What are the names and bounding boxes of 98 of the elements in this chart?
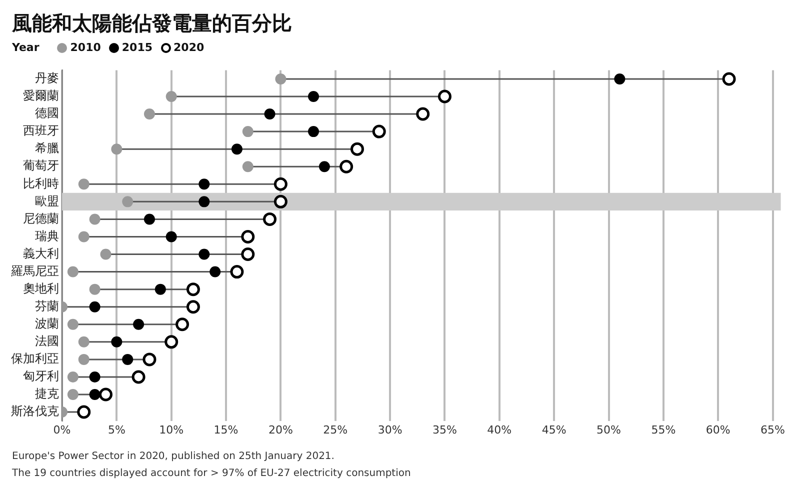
legend-label: 2010 (70, 41, 101, 54)
point (372, 124, 386, 138)
y-tick-label: 尼德蘭 (23, 211, 59, 226)
point (67, 371, 78, 382)
y-tick-label: 匈牙利 (23, 369, 59, 384)
point (89, 214, 100, 225)
point (78, 354, 90, 365)
point (142, 352, 156, 366)
point (242, 161, 254, 172)
point (78, 231, 90, 242)
point (198, 196, 210, 208)
point (67, 266, 78, 278)
legend-label: 2015 (122, 41, 153, 54)
point (122, 196, 134, 208)
y-tick-label: 法國 (35, 334, 59, 348)
x-tick-label: 65% (760, 423, 785, 436)
x-tick-label: 60% (706, 423, 730, 436)
y-tick-label: 希臘 (35, 141, 59, 156)
text: Europe's Power Sector in 2020, published on 25th January 2021. (12, 450, 336, 464)
point (67, 318, 78, 330)
x-tick-label: 20% (268, 423, 293, 436)
point (78, 178, 90, 190)
point (231, 144, 242, 155)
point (186, 282, 200, 296)
point (164, 335, 178, 349)
y-tick-label: 捷克 (35, 386, 59, 401)
point (100, 248, 112, 260)
point (176, 318, 190, 332)
point (89, 389, 100, 400)
point (89, 301, 100, 312)
point (275, 73, 286, 84)
point (132, 370, 146, 384)
x-tick-label: 35% (432, 423, 457, 436)
point (166, 231, 177, 242)
point (77, 405, 91, 419)
point (78, 336, 90, 348)
point (89, 371, 100, 382)
point (242, 126, 254, 138)
y-tick-label: 德國 (35, 106, 59, 120)
point (198, 248, 210, 260)
point (210, 266, 221, 278)
y-tick-label: 西班牙 (23, 124, 59, 138)
point (166, 90, 177, 102)
x-tick-label: 0% (53, 423, 71, 436)
point (264, 108, 276, 120)
y-tick-label: 芬蘭 (35, 298, 59, 313)
point (186, 300, 200, 314)
y-tick-label: 波蘭 (35, 316, 59, 331)
point (263, 212, 277, 226)
point (133, 318, 144, 330)
x-tick-label: 5% (108, 423, 126, 436)
point (722, 72, 736, 86)
point (416, 107, 430, 121)
point (241, 230, 255, 244)
point (308, 126, 320, 138)
point (308, 90, 320, 102)
point (274, 177, 288, 191)
point (438, 90, 452, 104)
y-tick-label: 羅馬尼亞 (11, 264, 59, 278)
y-tick-label: 比利時 (23, 176, 59, 190)
point (154, 284, 166, 295)
point (111, 144, 122, 155)
legend-label: 2020 (174, 41, 204, 54)
point (350, 142, 364, 156)
y-tick-label: 歐盟 (35, 194, 59, 208)
y-tick-label: 保加利亞 (11, 352, 59, 366)
y-tick-label: 奧地利 (23, 281, 59, 296)
x-tick-label: 30% (378, 423, 402, 436)
y-tick-label: 瑞典 (35, 228, 59, 243)
x-tick-label: 55% (651, 423, 676, 436)
point (144, 108, 155, 120)
point (614, 73, 626, 84)
point (241, 248, 255, 262)
point (318, 161, 330, 172)
y-tick-label: 葡萄牙 (23, 158, 59, 173)
point (122, 354, 134, 365)
point (198, 178, 210, 190)
point (230, 265, 244, 279)
chart-title: 風能和太陽能佔發電量的百分比 (12, 10, 293, 37)
x-tick-label: 45% (542, 423, 566, 436)
x-tick-label: 50% (596, 423, 621, 436)
y-tick-label: 義大利 (23, 246, 59, 260)
point (144, 214, 155, 225)
point (98, 388, 112, 402)
x-tick-label: 15% (214, 423, 238, 436)
point (89, 284, 100, 295)
text: The 19 countries displayed account for > 97% of EU-27 electricity consumption (12, 467, 412, 481)
x-tick-label: 10% (159, 423, 184, 436)
point (67, 389, 78, 400)
legend-title: Year (12, 41, 40, 54)
x-tick-label: 25% (323, 423, 348, 436)
y-tick-label: 丹麥 (35, 71, 59, 86)
point (111, 336, 122, 348)
y-tick-label: 愛爾蘭 (23, 88, 59, 103)
y-tick-label: 斯洛伐克 (11, 404, 59, 418)
point (340, 160, 354, 174)
x-tick-label: 40% (487, 423, 512, 436)
point (274, 194, 288, 208)
